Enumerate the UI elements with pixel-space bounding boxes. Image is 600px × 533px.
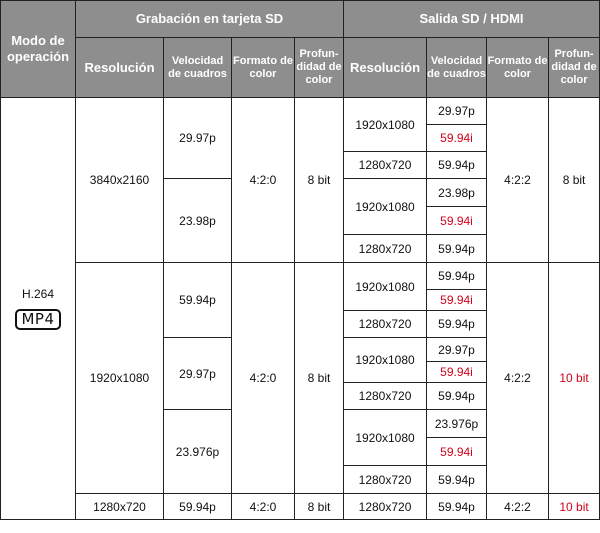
out-frame-rate: 29.97p: [426, 337, 488, 362]
out-frame-rate-interlaced: 59.94i: [426, 289, 488, 311]
mp4-logo-icon: MP4: [15, 309, 61, 330]
out-frame-rate-interlaced: 59.94i: [426, 437, 488, 466]
out-resolution: 1280x720: [343, 151, 428, 179]
out-resolution: 1280x720: [343, 493, 428, 520]
out-frame-rate: 59.94p: [426, 234, 488, 263]
out-frame-rate: 59.94p: [426, 465, 488, 494]
sd-resolution-header: Resolución: [75, 37, 164, 98]
sd-frame-rate: 29.97p: [163, 97, 232, 179]
sd-color-format: 4:2:0: [231, 493, 295, 520]
sd-hdmi-output-header: Salida SD / HDMI: [343, 0, 600, 38]
out-resolution: 1920x1080: [343, 337, 428, 383]
sd-color-depth-header: Profun-didad de color: [293, 37, 345, 98]
out-frame-rate-interlaced: 59.94i: [426, 361, 488, 383]
out-resolution: 1280x720: [343, 382, 428, 410]
out-resolution: 1920x1080: [343, 97, 428, 152]
sd-frame-rate: 59.94p: [163, 262, 232, 338]
sd-frame-rate: 23.98p: [163, 178, 232, 263]
sd-color-format: 4:2:0: [231, 262, 295, 494]
out-resolution: 1920x1080: [343, 262, 428, 311]
out-frame-rate: 23.976p: [426, 409, 488, 438]
out-frame-rate-interlaced: 59.94i: [426, 124, 488, 152]
mode-header: Modo de operación: [0, 0, 76, 98]
out-resolution: 1920x1080: [343, 178, 428, 235]
sd-recording-header: Grabación en tarjeta SD: [74, 0, 345, 38]
out-color-format-header: Formato de color: [486, 37, 550, 98]
sd-color-format-header: Formato de color: [231, 37, 295, 98]
out-frame-rate: 23.98p: [426, 178, 488, 207]
sd-frame-rate: 59.94p: [163, 493, 232, 520]
out-resolution: 1920x1080: [343, 409, 428, 466]
sd-color-depth: 8 bit: [293, 262, 345, 494]
out-color-format: 4:2:2: [486, 493, 550, 520]
out-frame-rate: 59.94p: [426, 262, 488, 290]
out-color-depth: 8 bit: [548, 97, 600, 263]
sd-resolution: 3840x2160: [75, 97, 164, 263]
out-frame-rate: 59.94p: [426, 151, 488, 179]
operation-mode-table: Modo de operación Grabación en tarjeta S…: [0, 0, 600, 520]
out-frame-rate: 29.97p: [426, 97, 488, 125]
out-resolution-header: Resolución: [343, 37, 428, 98]
sd-frame-rate: 23.976p: [163, 409, 232, 494]
sd-color-format: 4:2:0: [231, 97, 295, 263]
sd-color-depth: 8 bit: [293, 493, 345, 520]
sd-resolution: 1280x720: [75, 493, 164, 520]
out-resolution: 1280x720: [343, 465, 428, 494]
out-frame-rate-interlaced: 59.94i: [426, 206, 488, 235]
out-color-depth: 10 bit: [548, 262, 600, 494]
sd-frame-rate: 29.97p: [163, 337, 232, 410]
out-resolution: 1280x720: [343, 234, 428, 263]
out-color-format: 4:2:2: [486, 262, 550, 494]
out-frame-rate: 59.94p: [426, 382, 488, 410]
codec-label: H.264: [21, 287, 55, 301]
out-frame-rate: 59.94p: [426, 310, 488, 338]
out-color-depth: 10 bit: [548, 493, 600, 520]
out-frame-rate: 59.94p: [426, 493, 488, 520]
sd-resolution: 1920x1080: [75, 262, 164, 494]
sd-frame-rate-header: Velocidad de cuadros: [163, 37, 232, 98]
out-frame-rate-header: Velocidad de cuadros: [426, 37, 488, 98]
out-color-format: 4:2:2: [486, 97, 550, 263]
sd-color-depth: 8 bit: [293, 97, 345, 263]
out-color-depth-header: Profun-didad de color: [548, 37, 600, 98]
out-resolution: 1280x720: [343, 310, 428, 338]
mode-cell: H.264 MP4: [0, 97, 76, 520]
